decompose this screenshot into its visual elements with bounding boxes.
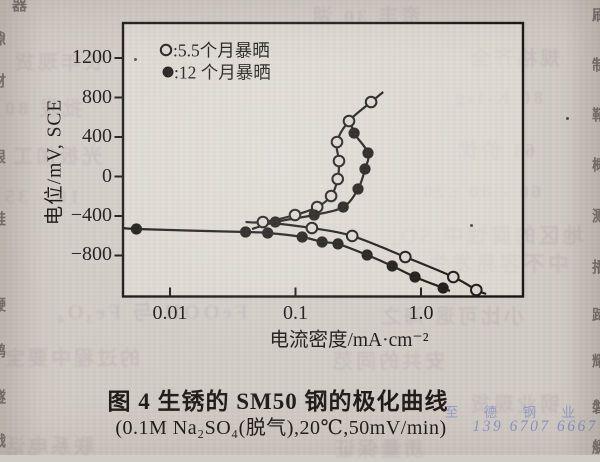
data-point-filled-circle [316,236,328,248]
legend-filled-circle-icon [162,66,174,78]
data-point-filled-circle [130,223,142,235]
data-point-filled-circle [361,249,373,261]
legend-open-circle-icon [159,43,173,57]
scan-speck [134,58,137,61]
watermark-phone-number: 139 6707 6667 [472,418,598,435]
data-point-open-circle [345,229,359,243]
data-point-open-circle [447,270,460,284]
data-point-filled-circle [269,216,281,228]
watermark-company-name: 至 德 钢 业 [444,405,586,420]
data-point-filled-circle [337,201,349,213]
data-point-filled-circle [352,183,364,195]
data-point-filled-circle [362,147,374,159]
data-point-open-circle [342,114,356,128]
curves-group [122,91,487,297]
data-point-filled-circle [386,260,398,272]
data-point-open-circle [331,172,345,186]
data-point-filled-circle [240,226,252,238]
data-point-open-circle [399,250,412,264]
data-point-open-circle [332,154,346,168]
data-point-filled-circle [437,282,449,294]
data-point-filled-circle [332,238,344,250]
data-point-filled-circle [308,209,320,221]
data-point-open-circle [288,208,302,222]
data-point-filled-circle [348,127,360,139]
data-point-open-circle [470,283,483,297]
data-point-open-circle [324,189,338,203]
data-point-open-circle [330,135,344,149]
data-point-filled-circle [359,163,371,175]
plot-frame [121,21,525,298]
scan-speck [470,224,473,227]
data-point-filled-circle [262,227,274,239]
data-point-open-circle [256,215,270,229]
data-point-filled-circle [296,231,308,243]
data-point-open-circle [305,221,319,235]
scan-speck [566,117,569,120]
data-point-open-circle [364,95,378,109]
data-point-filled-circle [409,271,421,283]
